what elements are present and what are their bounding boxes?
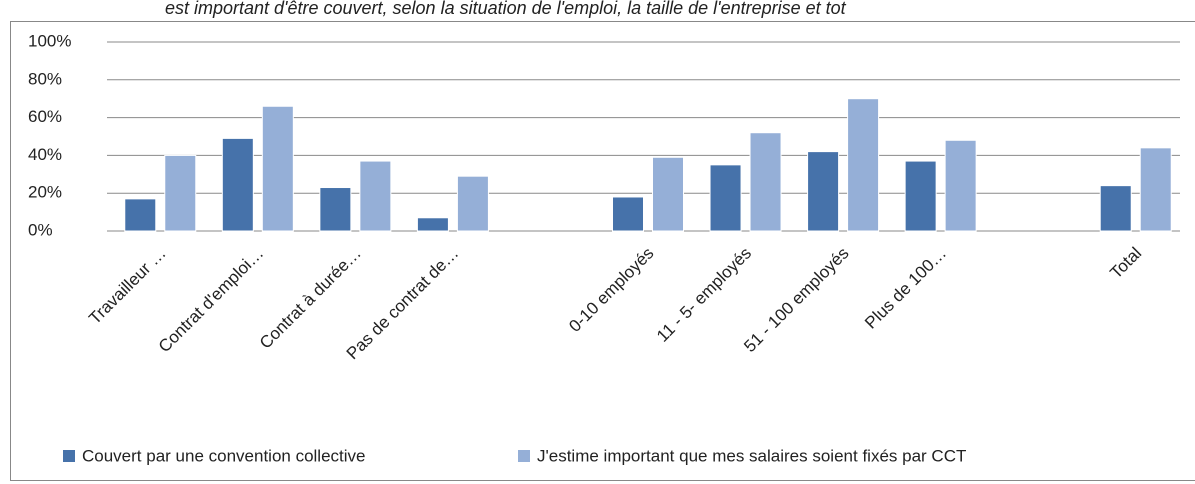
- bar: [807, 151, 840, 232]
- bar: [1139, 147, 1172, 232]
- bar: [124, 198, 157, 232]
- bar: [944, 139, 977, 232]
- bar: [456, 175, 489, 232]
- bar: [416, 217, 449, 232]
- bar: [319, 187, 352, 232]
- chart-title: est important d'être couvert, selon la s…: [165, 0, 847, 18]
- bar: [612, 196, 644, 232]
- legend-swatch: [518, 450, 530, 462]
- bar: [261, 105, 294, 232]
- bar: [652, 156, 684, 232]
- bar: [221, 137, 254, 232]
- chart-frame: [10, 21, 1195, 481]
- bar: [359, 160, 392, 232]
- y-tick-label: 60%: [28, 107, 62, 126]
- bar: [709, 164, 742, 232]
- legend-label: Couvert par une convention collective: [82, 446, 366, 465]
- bar: [749, 132, 782, 232]
- bar: [164, 154, 197, 232]
- y-tick-label: 0%: [28, 220, 53, 239]
- y-tick-label: 40%: [28, 145, 62, 164]
- legend-swatch: [63, 450, 75, 462]
- y-tick-label: 80%: [28, 69, 62, 88]
- y-tick-label: 100%: [28, 31, 71, 50]
- bar: [904, 160, 937, 232]
- bar: [847, 98, 880, 232]
- y-tick-label: 20%: [28, 183, 62, 202]
- legend-label: J'estime important que mes salaires soie…: [537, 446, 966, 465]
- bar: [1099, 185, 1132, 232]
